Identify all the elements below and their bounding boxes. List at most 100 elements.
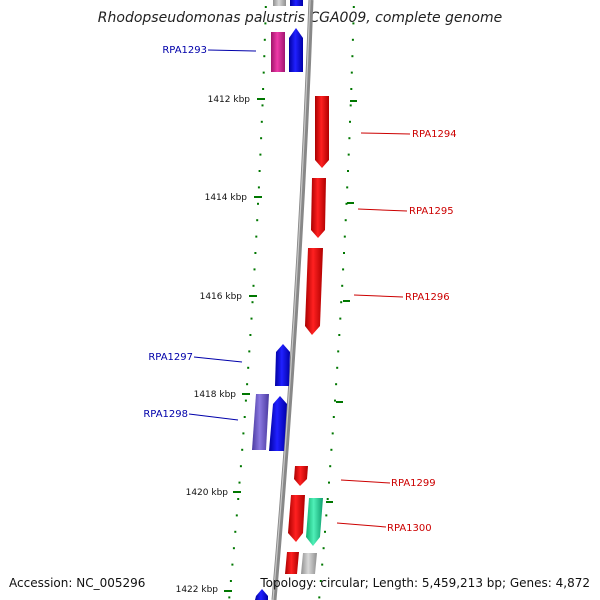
track-dot [255,235,258,238]
track-dot [229,580,232,582]
gene-rpa1296[interactable] [305,248,323,335]
left-track-dots [228,6,267,599]
track-dot [262,88,265,90]
gene-top-gray[interactable] [273,0,286,6]
gene-rpa1300-red[interactable] [288,495,305,542]
track-dot [325,514,328,517]
track-dot [247,366,250,369]
kbp-label-1422: 1422 kbp [176,585,219,595]
gene-label-rpa1293[interactable]: RPA1293 [162,45,207,56]
gene-rpa1294[interactable] [315,96,329,168]
track-dot [338,334,341,336]
track-dot [242,432,245,435]
gene-rpa1297[interactable] [275,344,290,386]
track-dot [328,481,330,484]
track-dot [336,366,339,369]
track-dot [231,563,234,566]
kbp-labels: 1412 kbp 1414 kbp 1416 kbp 1418 kbp 1420… [176,95,251,595]
track-dot [252,284,255,287]
kbp-label-1416: 1416 kbp [200,292,243,302]
track-dot [244,399,247,402]
track-dot [250,317,253,320]
gene-label-rpa1298[interactable]: RPA1298 [143,409,188,420]
track-dot [341,284,344,287]
gene-rpa1293-pink[interactable] [271,32,285,72]
track-dot [347,170,349,172]
accession-text: Accession: NC_005296 [9,576,146,590]
track-dot [349,104,352,107]
track-dot [237,498,240,500]
gene-rpa1295[interactable] [311,178,326,238]
track-dot [337,350,340,353]
track-dot [257,202,259,205]
track-dot [234,530,237,533]
gene-bottom-red[interactable] [285,552,299,574]
kbp-label-1414: 1414 kbp [205,193,248,203]
track-dot [343,252,345,254]
genome-backbone [271,0,314,600]
track-dot [239,465,242,468]
track-dot [347,153,350,156]
gene-rpa1299[interactable] [294,466,308,486]
topology-text: Topology: circular; Length: 5,459,213 bp… [260,576,590,590]
track-dot [335,383,338,386]
track-dot [260,120,263,123]
track-dot [264,6,267,8]
gene-labels: RPA1293 RPA1294 RPA1295 RPA1296 RPA1297 … [143,45,456,534]
track-dot [246,383,249,386]
right-track-ticks [326,100,357,503]
forward-genes [252,0,303,600]
gene-bottom-blue[interactable] [255,589,268,600]
track-dot [332,416,335,418]
track-dot [326,498,329,500]
track-dot [342,268,345,271]
track-dot [330,448,333,451]
map-title: Rhodopseudomonas palustris CGA009, compl… [97,10,503,26]
gene-label-rpa1299[interactable]: RPA1299 [391,478,436,489]
track-dot [329,465,332,468]
track-dot [340,301,343,304]
track-dot [235,514,238,517]
track-dot [352,6,355,8]
track-dot [260,137,263,140]
gene-label-rpa1295[interactable]: RPA1295 [409,206,454,217]
track-dot [261,104,264,107]
track-dot [254,252,257,254]
gene-bottom-gray[interactable] [301,553,317,574]
track-dot [228,596,231,599]
right-track-dots [318,6,355,599]
gene-label-rpa1300[interactable]: RPA1300 [387,523,432,534]
track-dot [324,530,326,533]
track-dot [258,170,261,172]
gene-label-rpa1296[interactable]: RPA1296 [405,292,450,303]
gene-rpa1300-teal[interactable] [306,498,323,546]
kbp-tick-marks [224,98,265,592]
track-dot [319,580,322,582]
label-leader-lines [188,49,411,528]
gene-label-rpa1294[interactable]: RPA1294 [412,129,457,140]
gene-rpa1298-purple[interactable] [252,394,269,450]
track-dot [259,153,262,156]
track-dot [343,235,346,238]
track-dot [345,202,348,205]
kbp-label-1418: 1418 kbp [194,390,237,400]
track-dot [351,55,354,58]
track-dot [322,547,325,550]
track-dot [351,38,354,41]
kbp-label-1420: 1420 kbp [186,488,229,498]
track-dot [251,301,254,304]
genome-backbone-highlight [272,0,311,600]
gene-label-rpa1297[interactable]: RPA1297 [148,352,193,363]
gene-rpa1298-blue[interactable] [269,396,287,451]
gene-rpa1293-blue[interactable] [289,28,303,72]
track-dot [321,563,324,566]
gene-top-blue[interactable] [290,0,303,6]
track-dot [334,399,336,402]
track-dot [352,22,355,25]
kbp-label-1412: 1412 kbp [208,95,251,105]
track-dot [350,71,353,74]
track-dot [248,350,251,353]
track-dot [253,268,256,271]
track-dot [262,71,265,74]
